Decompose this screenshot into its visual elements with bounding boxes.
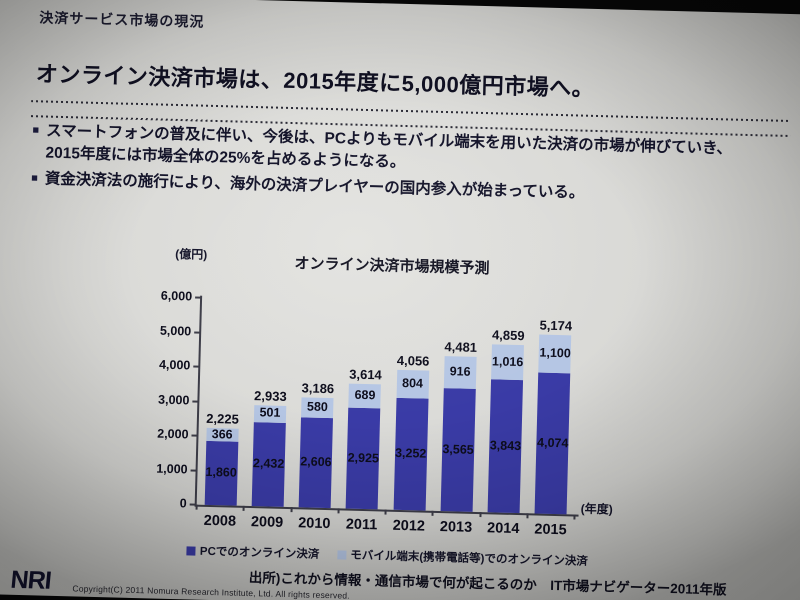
x-axis-label-2015: 2015 bbox=[534, 521, 567, 539]
x-axis-tick bbox=[337, 508, 340, 514]
legend-swatch-mobile-icon bbox=[337, 549, 347, 560]
mobile-label-2008: 366 bbox=[211, 426, 233, 442]
bullet-square-icon: ■ bbox=[31, 172, 38, 185]
x-axis-tick bbox=[384, 509, 387, 515]
mobile-label-2015: 1,100 bbox=[539, 346, 571, 361]
x-axis-tick bbox=[526, 513, 529, 519]
slide-title: オンライン決済市場は、2015年度に5,000億円市場へ。 bbox=[35, 61, 595, 101]
x-axis-label-2009: 2009 bbox=[250, 514, 284, 531]
total-label-2015: 5,174 bbox=[539, 318, 573, 334]
x-axis-label-2010: 2010 bbox=[297, 515, 331, 533]
x-axis-tick bbox=[242, 505, 245, 511]
y-axis-tick-label: 2,000 bbox=[157, 426, 189, 442]
x-axis-tick bbox=[478, 512, 482, 518]
chart-legend: PCでのオンライン決済 モバイル端末(携帯電話等)でのオンライン決済 bbox=[0, 537, 800, 575]
y-axis-tick bbox=[193, 365, 200, 368]
legend-label-mobile: モバイル端末(携帯電話等)でのオンライン決済 bbox=[350, 549, 589, 568]
mobile-label-2011: 689 bbox=[354, 387, 376, 403]
legend-item-mobile: モバイル端末(携帯電話等)でのオンライン決済 bbox=[337, 546, 588, 569]
y-axis-tick-label: 4,000 bbox=[158, 357, 191, 373]
pc-label-2015: 4,074 bbox=[536, 435, 569, 451]
legend-swatch-pc-icon bbox=[186, 545, 197, 556]
x-axis-tick bbox=[290, 507, 293, 513]
y-axis-tick-label: 1,000 bbox=[156, 461, 188, 476]
y-axis-tick bbox=[194, 331, 201, 334]
x-axis-unit-label: (年度) bbox=[580, 501, 613, 517]
y-axis-tick-label: 5,000 bbox=[159, 323, 192, 338]
legend-item-pc: PCでのオンライン決済 bbox=[186, 542, 320, 561]
y-axis-tick bbox=[192, 399, 199, 403]
nri-logo: NRI bbox=[9, 565, 53, 595]
x-axis-label-2008: 2008 bbox=[203, 512, 237, 530]
y-axis-tick-label: 0 bbox=[179, 496, 187, 511]
x-axis-label-2013: 2013 bbox=[439, 519, 473, 536]
x-axis-tick bbox=[431, 510, 434, 516]
slide-header: 決済サービス市場の現況 bbox=[39, 9, 205, 30]
chart-title: オンライン決済市場規模予測 bbox=[294, 255, 490, 278]
y-axis-tick-label: 3,000 bbox=[157, 392, 190, 407]
x-axis-label-2011: 2011 bbox=[345, 516, 378, 534]
x-axis-tick bbox=[195, 504, 198, 510]
y-axis-tick bbox=[195, 296, 202, 299]
bullet-list: ■ スマートフォンの普及に伴い、今後は、PCよりもモバイル端末を用いた決済の市場… bbox=[31, 120, 767, 213]
x-axis-label-2012: 2012 bbox=[392, 517, 426, 535]
bullet-square-icon: ■ bbox=[32, 124, 40, 137]
legend-label-pc: PCでのオンライン決済 bbox=[199, 545, 320, 561]
x-axis-label-2014: 2014 bbox=[486, 520, 520, 538]
y-axis-tick-label: 6,000 bbox=[160, 288, 193, 304]
x-axis-tick bbox=[573, 514, 576, 520]
